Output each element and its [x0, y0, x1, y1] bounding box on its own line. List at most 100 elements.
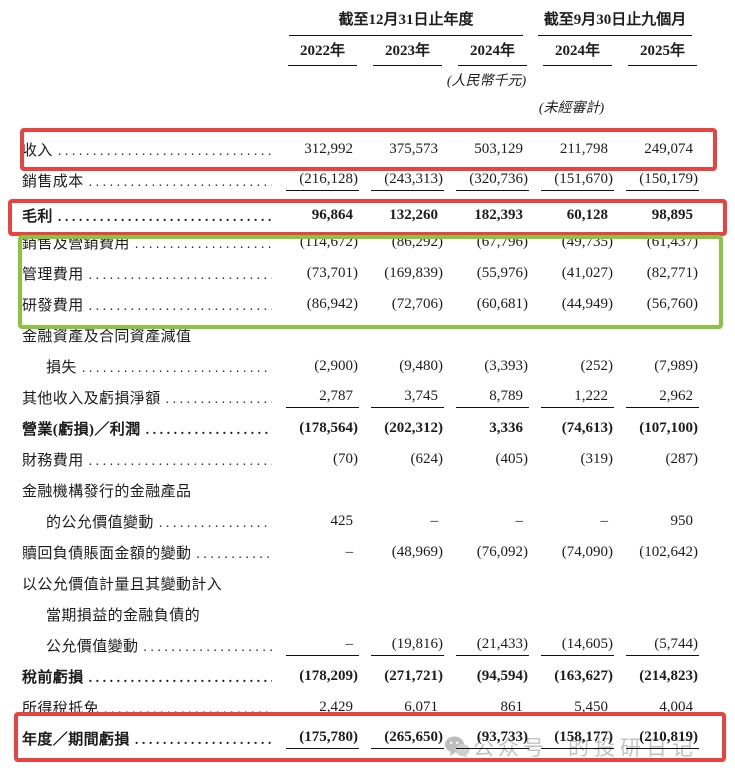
cell-value: 861 — [500, 699, 524, 715]
cell-value: (49,735) — [561, 234, 614, 250]
row-impairment-caption: 金融資產及合同資產減值 — [0, 320, 699, 351]
row-rd-expenses: 研發費用....................................… — [0, 289, 699, 320]
cell-admin-expenses-col1: (73,701) — [274, 258, 359, 289]
row-fvtpl-fv-change: 公允價值變動..................................… — [0, 630, 700, 661]
year-header-2025-9m: 2025年 — [628, 39, 698, 66]
cell-value: 312,992 — [304, 141, 353, 157]
cell-value: (93,733) — [456, 729, 530, 749]
row-label-gross-profit: 毛利......................................… — [0, 196, 274, 227]
cell-redemption-liabilities-change-col4: (74,090) — [529, 537, 614, 568]
cell-value: 425 — [330, 513, 354, 529]
row-financial-products-caption: 金融機構發行的金融產品 — [0, 475, 699, 506]
cell-redemption-liabilities-change-col3: (76,092) — [444, 537, 529, 568]
cell-value: (86,942) — [306, 296, 358, 312]
cell-value: (44,949) — [561, 296, 614, 312]
row-redemption-liabilities-change: 贖回負債賬面金額的變動.............................… — [0, 537, 699, 568]
cell-value: 4,004 — [659, 699, 694, 715]
cell-value: (210,819) — [626, 729, 700, 749]
cell-revenue-col1: 312,992 — [274, 134, 359, 165]
label-text: 研發費用 — [22, 298, 84, 314]
cell-value: (252) — [580, 358, 614, 374]
dot-leader: ........................................… — [81, 361, 272, 376]
label-text: 公允價值變動 — [46, 639, 139, 655]
row-impairment-loss: 損失......................................… — [0, 351, 699, 382]
label-text: 贖回負債賬面金額的變動 — [22, 546, 192, 562]
cell-fvtpl-fv-change-col4: (14,605) — [529, 630, 615, 661]
row-finance-costs: 財務費用....................................… — [0, 444, 699, 475]
cell-rd-expenses-col1: (86,942) — [274, 289, 359, 320]
label-text: 以公允價值計量且其變動計入 — [22, 577, 223, 593]
cell-impairment-loss-col4: (252) — [529, 351, 614, 382]
label-text: 金融資產及合同資產減值 — [22, 329, 192, 345]
cell-financial-products-fv-change-col5: 950 — [614, 506, 699, 537]
cell-financial-products-fv-change-col4: – — [529, 506, 614, 537]
cell-finance-costs-col3: (405) — [444, 444, 529, 475]
dot-leader: ........................................… — [196, 547, 272, 562]
cell-value: (19,816) — [371, 636, 444, 656]
cell-value: (41,027) — [561, 265, 614, 281]
cell-value: (5,744) — [626, 636, 700, 656]
row-cost-of-sales: 銷售成本....................................… — [0, 165, 700, 196]
dot-leader: ........................................… — [57, 144, 272, 159]
cell-value: 249,074 — [644, 141, 694, 157]
cell-value: (7,989) — [654, 358, 699, 374]
cell-value: 2,962 — [626, 388, 700, 408]
cell-financial-products-fv-change-col1: 425 — [274, 506, 359, 537]
cell-gross-profit-col2: 132,260 — [359, 196, 444, 227]
row-fvtpl-caption-2: 當期損益的金融負債的 — [0, 599, 699, 630]
row-label-revenue: 收入......................................… — [0, 134, 274, 165]
cell-value: 1,222 — [541, 388, 615, 408]
row-label-impairment-loss: 損失......................................… — [0, 351, 274, 382]
cell-admin-expenses-col5: (82,771) — [614, 258, 699, 289]
cell-selling-marketing-expenses-col1: (114,672) — [274, 227, 359, 258]
row-label-financial-products-fv-change: 的公允價值變動.................................… — [0, 506, 274, 537]
cell-impairment-loss-col1: (2,900) — [274, 351, 359, 382]
row-gross-profit: 毛利......................................… — [0, 196, 699, 227]
period-group-annual: 截至12月31日止年度 — [289, 8, 524, 36]
cell-value: (86,292) — [391, 234, 443, 250]
dot-leader: ........................................… — [145, 423, 272, 438]
cell-value: (320,736) — [456, 171, 530, 191]
cell-value: (76,092) — [476, 544, 529, 560]
cell-value: (287) — [665, 451, 699, 467]
label-text: 年度／期間虧損 — [22, 732, 130, 748]
row-selling-marketing-expenses: 銷售及營銷費用.................................… — [0, 227, 699, 258]
cell-gross-profit-col3: 182,393 — [444, 196, 529, 227]
cell-value: (214,823) — [639, 668, 699, 684]
row-label-admin-expenses: 管理費用....................................… — [0, 258, 274, 289]
cell-loss-before-tax-col1: (178,209) — [274, 661, 359, 692]
cell-value: 3,745 — [371, 388, 444, 408]
cell-value: (158,177) — [541, 729, 615, 749]
label-text: 營業(虧損)／利潤 — [22, 422, 141, 438]
year-header-2022: 2022年 — [288, 39, 357, 66]
cell-value: (70) — [333, 451, 358, 467]
cell-value: (9,480) — [399, 358, 443, 374]
cell-loss-before-tax-col4: (163,627) — [529, 661, 614, 692]
cell-value: 60,128 — [566, 206, 609, 223]
year-header-row: 2022年 2023年 2024年 2024年 2025年 — [0, 36, 699, 66]
cell-value: (74,090) — [561, 544, 614, 560]
cell-value: 132,260 — [389, 206, 438, 223]
year-header-2024-9m: 2024年 — [543, 39, 613, 66]
cell-rd-expenses-col2: (72,706) — [359, 289, 444, 320]
cell-loss-for-period-col1: (175,780) — [274, 723, 359, 754]
row-label-fvtpl-caption-1: 以公允價值計量且其變動計入 — [0, 568, 699, 599]
cell-other-income-net-loss-col5: 2,962 — [614, 382, 700, 413]
row-label-operating-loss-profit: 營業(虧損)／利潤...............................… — [0, 413, 274, 444]
cell-revenue-col3: 503,129 — [444, 134, 529, 165]
cell-value: 8,789 — [456, 388, 530, 408]
cell-redemption-liabilities-change-col2: (48,969) — [359, 537, 444, 568]
cell-value: 96,864 — [311, 206, 353, 223]
cell-redemption-liabilities-change-col5: (102,642) — [614, 537, 699, 568]
row-fvtpl-caption-1: 以公允價值計量且其變動計入 — [0, 568, 699, 599]
cell-value: 5,450 — [574, 699, 609, 715]
cell-admin-expenses-col2: (169,839) — [359, 258, 444, 289]
cell-operating-loss-profit-col2: (202,312) — [359, 413, 444, 444]
dot-leader: ........................................… — [88, 454, 272, 469]
unaudited-note-row: (未經審計) — [0, 94, 699, 120]
cell-loss-for-period-col3: (93,733) — [444, 723, 530, 754]
label-text: 銷售成本 — [22, 174, 84, 190]
cell-income-tax-credit-col3: 861 — [444, 692, 529, 723]
cell-impairment-loss-col5: (7,989) — [614, 351, 699, 382]
row-revenue: 收入......................................… — [0, 134, 699, 165]
